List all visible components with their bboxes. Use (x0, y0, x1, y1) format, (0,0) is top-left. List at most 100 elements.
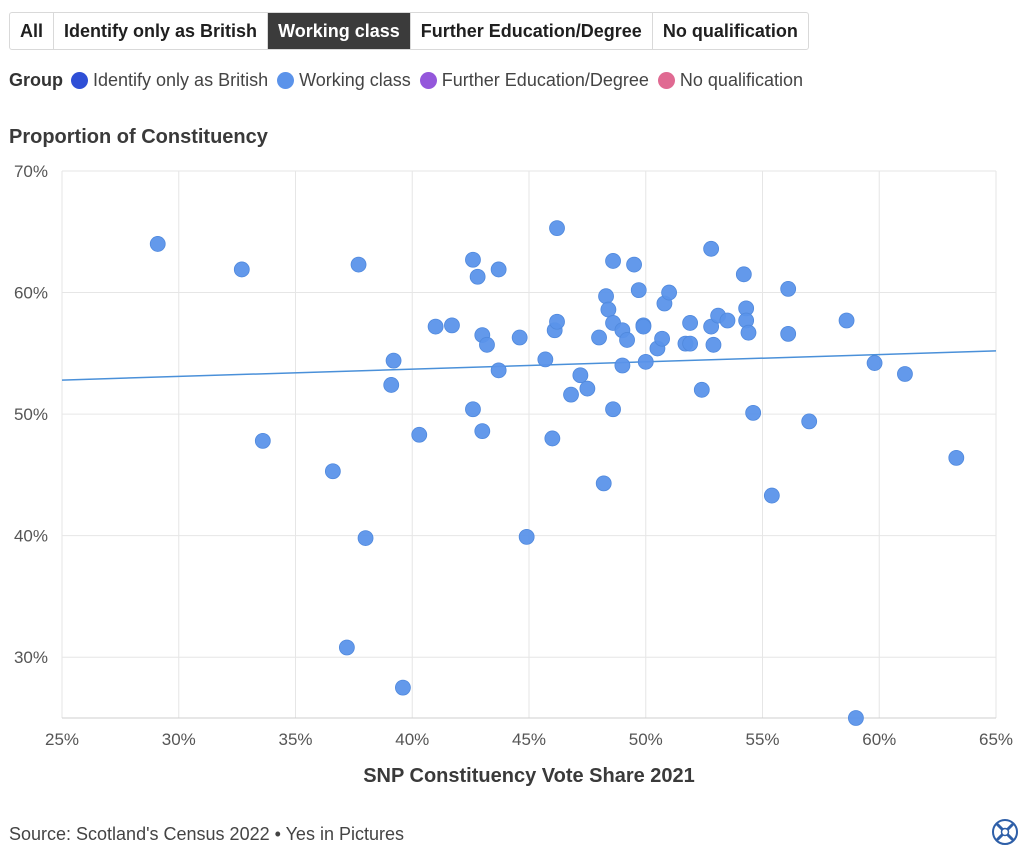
legend-label: No qualification (679, 69, 803, 90)
data-point (637, 353, 654, 370)
data-point (626, 256, 642, 273)
data-point (605, 401, 621, 418)
legend-swatch (419, 71, 437, 89)
filter-tabs: All Identify only as British Working cla… (9, 12, 809, 50)
x-tick-label: 25% (45, 730, 79, 749)
legend-label: Working class (299, 69, 411, 90)
data-point (848, 710, 864, 726)
legend-swatch (657, 71, 675, 89)
data-point (595, 475, 612, 492)
data-point (591, 329, 607, 346)
legend-title: Group (9, 69, 63, 90)
data-point (780, 325, 797, 342)
data-point (385, 352, 402, 369)
data-point (537, 351, 554, 368)
legend-swatch (277, 71, 295, 89)
x-tick-label: 35% (278, 730, 312, 749)
data-point (579, 380, 596, 397)
data-point (763, 487, 780, 504)
legend-item-further-education-degree[interactable]: Further Education/Degree (419, 69, 649, 91)
data-point (635, 318, 652, 335)
chart-title: Proportion of Constituency (9, 126, 268, 148)
legend-label: Further Education/Degree (441, 69, 649, 90)
data-point (233, 261, 250, 278)
data-point (149, 236, 166, 252)
tab-working-class[interactable]: Working class (268, 13, 411, 49)
data-point (619, 332, 635, 348)
data-point (383, 377, 400, 393)
y-tick-label: 30% (14, 648, 48, 667)
data-point (324, 463, 341, 480)
legend-item-working-class[interactable]: Working class (277, 70, 411, 91)
scatter-chart: 25% 30% 35% 40% 45% 50% 55% 60% 65% 30% 40% 50% 60% 7… (14, 162, 1013, 787)
data-point (518, 528, 535, 545)
data-point (411, 426, 428, 443)
x-tick-label: 55% (745, 730, 779, 749)
legend-swatch (71, 71, 88, 89)
tab-all[interactable]: All (10, 13, 55, 49)
data-point (474, 423, 491, 440)
data-point (600, 301, 617, 318)
data-point (703, 240, 720, 257)
data-point (745, 404, 762, 421)
tab-identify-only-as-british[interactable]: Identify only as British (54, 13, 269, 49)
x-tick-label: 45% (512, 730, 546, 749)
data-point (357, 530, 374, 546)
trend-line (61, 350, 997, 381)
data-point (465, 401, 481, 418)
data-point (838, 312, 855, 329)
data-point (479, 336, 495, 353)
data-point (254, 432, 271, 449)
data-point (395, 679, 411, 696)
data-point (469, 268, 486, 285)
data-point (549, 313, 565, 330)
x-axis-title: SNP Constituency Vote Share 2021 (363, 765, 695, 787)
data-point (661, 284, 677, 301)
data-point (614, 357, 631, 374)
x-tick-label: 60% (862, 730, 896, 749)
source-note: Source: Scotland's Census 2022 • Yes in … (9, 824, 404, 844)
tab-further-education-degree[interactable]: Further Education/Degree (411, 13, 653, 49)
data-point (563, 386, 579, 403)
data-point (682, 335, 699, 352)
x-tick-label: 30% (162, 730, 196, 749)
data-point (490, 362, 507, 379)
data-point (427, 318, 444, 335)
x-tick-label: 50% (629, 730, 663, 749)
legend-item-identify-only-as-british[interactable]: Identify only as British (71, 70, 268, 91)
data-point (444, 317, 460, 334)
data-point (572, 367, 589, 384)
data-point (598, 288, 614, 305)
data-point (705, 336, 722, 353)
legend-item-no-qualification[interactable]: No qualification (657, 69, 803, 91)
data-point (605, 253, 621, 269)
y-tick-label: 70% (14, 162, 48, 181)
y-tick-label: 40% (14, 527, 48, 546)
data-point (630, 282, 647, 299)
data-point (490, 261, 507, 278)
data-point (511, 329, 528, 346)
legend: Group Identify only as British Working c… (9, 68, 812, 92)
y-tick-label: 60% (14, 284, 48, 303)
data-point (866, 355, 883, 371)
x-tick-label: 65% (979, 730, 1013, 749)
saltire-circle-logo-icon (992, 819, 1018, 845)
data-point (740, 324, 757, 341)
data-point (549, 220, 565, 237)
data-point (897, 366, 913, 382)
tab-no-qualification[interactable]: No qualification (662, 21, 798, 41)
data-point (654, 330, 670, 347)
legend-label: Identify only as British (93, 69, 269, 90)
y-tick-label: 50% (14, 405, 48, 424)
data-point (719, 312, 736, 329)
x-tick-label: 40% (395, 730, 429, 749)
data-point (780, 281, 797, 297)
data-point (465, 251, 481, 268)
data-point (544, 430, 561, 447)
data-point (350, 256, 367, 273)
data-point (338, 639, 355, 656)
data-point (682, 315, 699, 331)
data-point (693, 381, 710, 398)
data-point (801, 413, 818, 430)
data-point (948, 449, 965, 466)
